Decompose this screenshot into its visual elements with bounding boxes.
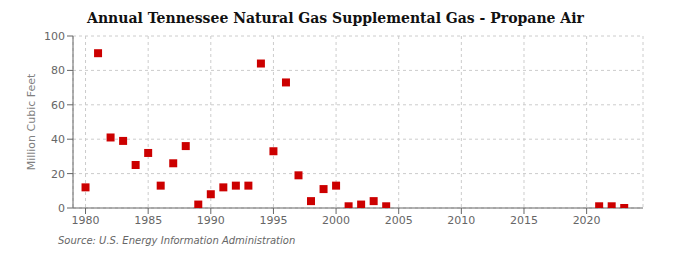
svg-text:1985: 1985	[134, 214, 162, 227]
svg-text:1995: 1995	[259, 214, 287, 227]
svg-text:100: 100	[44, 30, 65, 43]
svg-text:0: 0	[58, 202, 65, 215]
svg-text:1990: 1990	[197, 214, 225, 227]
svg-text:2000: 2000	[322, 214, 350, 227]
svg-text:2015: 2015	[510, 214, 538, 227]
svg-text:2020: 2020	[573, 214, 601, 227]
svg-text:Million Cubic Feet: Million Cubic Feet	[25, 73, 38, 170]
svg-text:2010: 2010	[447, 214, 475, 227]
html-text:Source: U.S. Energy Informatio: Source: U.S. Energy Information Administ…	[58, 235, 296, 246]
svg-text:2005: 2005	[385, 214, 413, 227]
html-text:Annual Tennessee Natural Gas S: Annual Tennessee Natural Gas Supplementa…	[87, 10, 584, 26]
svg-text:60: 60	[51, 99, 65, 112]
svg-text:80: 80	[51, 64, 65, 77]
svg-text:1980: 1980	[72, 214, 100, 227]
svg-text:40: 40	[51, 133, 65, 146]
svg-text:20: 20	[51, 168, 65, 181]
